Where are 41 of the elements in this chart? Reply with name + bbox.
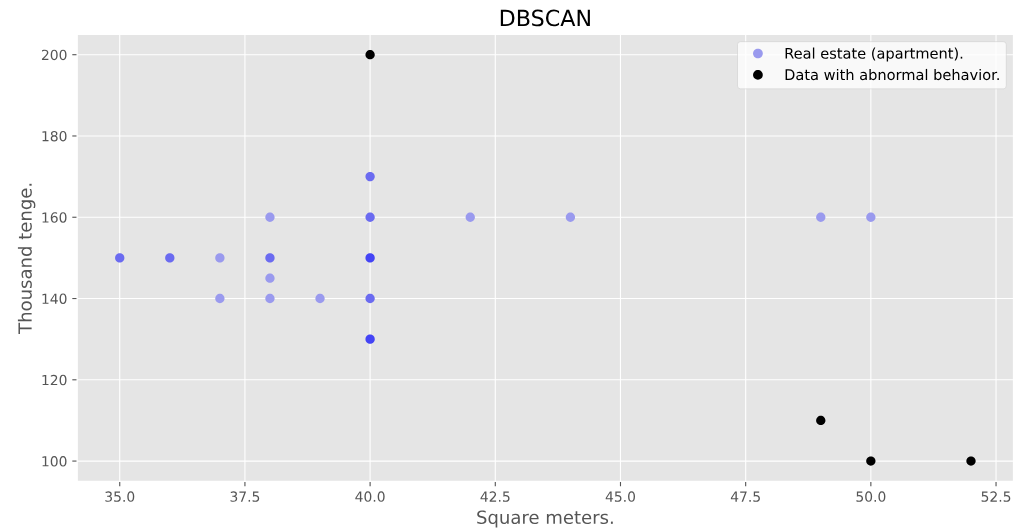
point [215, 293, 225, 304]
point [465, 212, 475, 222]
point [115, 253, 125, 263]
point [365, 293, 375, 304]
x-tick-label: 40.0 [355, 491, 385, 502]
point [365, 334, 375, 344]
point [565, 212, 576, 222]
x-tick-label: 52.5 [981, 491, 1011, 502]
point [315, 293, 325, 304]
point [365, 212, 375, 222]
point [365, 171, 375, 182]
point [265, 212, 275, 222]
x-tick-label: 42.5 [480, 491, 510, 502]
legend-label: Real estate (apartment). [785, 47, 963, 62]
point [866, 456, 876, 466]
point [165, 253, 175, 263]
point [966, 456, 976, 466]
legend-label: Data with abnormal behavior. [785, 68, 999, 81]
x-tick-label: 35.0 [105, 491, 135, 502]
y-tick-label: 120 [42, 374, 67, 386]
x-tick-label: 37.5 [230, 491, 260, 502]
point [365, 253, 375, 263]
x-axis-title: Square meters. [477, 510, 613, 528]
y-tick-label: 160 [42, 212, 67, 223]
point [215, 253, 225, 263]
chart-title: DBSCAN [500, 9, 590, 27]
y-tick-label: 200 [41, 49, 67, 61]
point [265, 293, 275, 304]
point [365, 50, 375, 60]
y-tick-label: 100 [42, 456, 67, 467]
point [816, 415, 826, 426]
x-tick-label: 45.0 [605, 491, 636, 502]
point [866, 212, 876, 222]
point [816, 212, 826, 222]
point [265, 273, 275, 283]
y-tick-label: 180 [42, 130, 67, 142]
point [265, 253, 275, 263]
x-tick-label: 47.5 [730, 491, 760, 502]
y-axis-title: Thousand tenge. [17, 183, 36, 334]
y-tick-label: 140 [42, 293, 67, 304]
x-tick-label: 50.0 [856, 491, 886, 502]
